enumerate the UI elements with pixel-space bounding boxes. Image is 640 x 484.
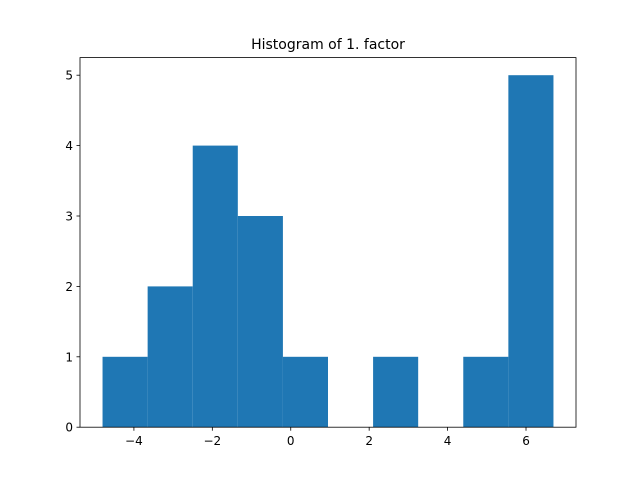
histogram-bar xyxy=(508,75,554,428)
plot-area-frame xyxy=(79,57,577,428)
y-tick-label: 1 xyxy=(65,350,73,364)
histogram-bar xyxy=(147,286,193,428)
histogram-bar xyxy=(282,356,328,428)
histogram-bar xyxy=(463,356,509,428)
y-axis-ticks: 0 1 2 3 4 5 xyxy=(65,69,80,435)
y-tick-label: 2 xyxy=(65,280,73,294)
x-tick-label: 2 xyxy=(365,434,373,448)
y-tick-label: 4 xyxy=(65,139,73,153)
chart-title: Histogram of 1. factor xyxy=(251,37,405,53)
histogram-bar xyxy=(192,145,238,428)
x-axis-ticks: −4 −2 0 2 4 6 xyxy=(125,427,530,448)
x-tick-label: −2 xyxy=(203,434,221,448)
x-tick-label: −4 xyxy=(125,434,143,448)
x-tick-label: 6 xyxy=(522,434,530,448)
y-tick-label: 0 xyxy=(65,421,73,435)
y-tick-label: 5 xyxy=(65,69,73,83)
histogram-bar xyxy=(373,356,419,428)
histogram-bar xyxy=(237,216,283,428)
y-tick-label: 3 xyxy=(65,210,73,224)
x-tick-label: 4 xyxy=(444,434,452,448)
histogram-bar xyxy=(102,356,148,428)
bars-group xyxy=(102,75,554,428)
x-tick-label: 0 xyxy=(287,434,295,448)
